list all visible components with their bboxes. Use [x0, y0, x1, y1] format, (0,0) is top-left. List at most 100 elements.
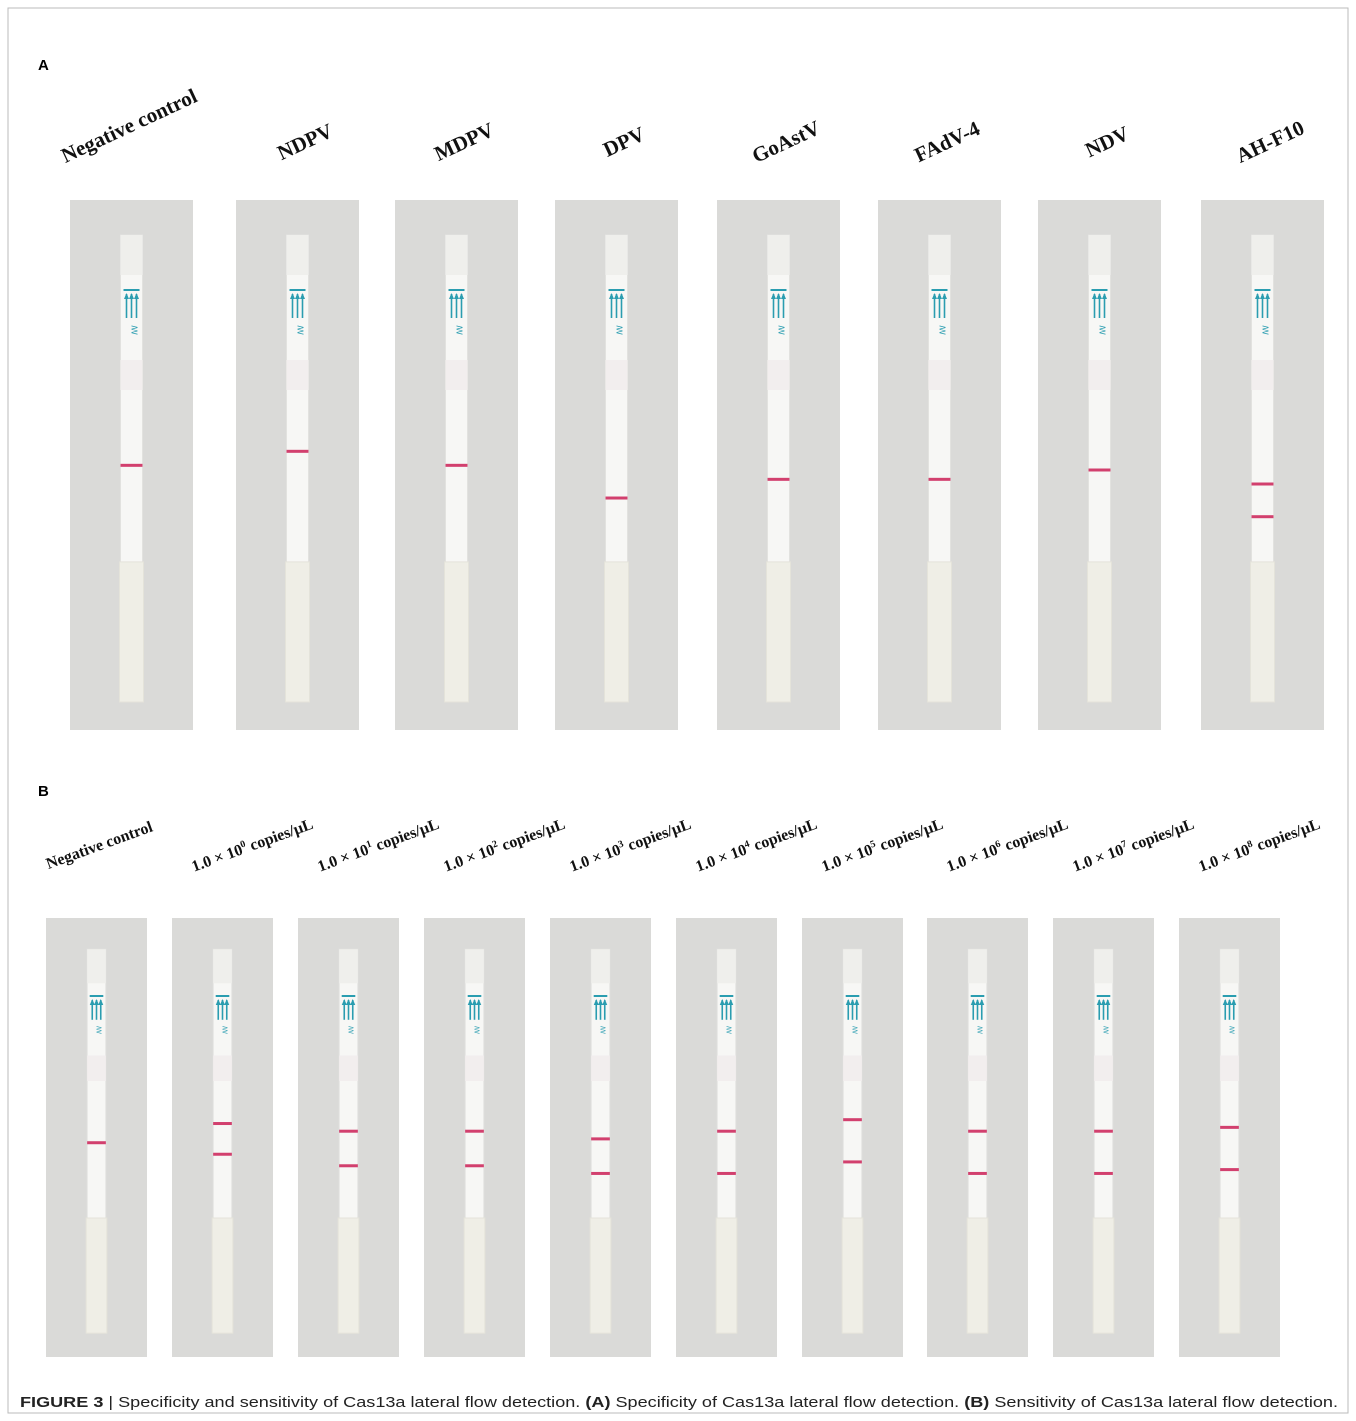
caption-a-text: Specificity of Cas13a lateral flow detec…: [610, 1395, 964, 1411]
test-line: [968, 1172, 987, 1175]
caption: FIGURE 3 | Specificity and sensitivity o…: [20, 1395, 1338, 1411]
test-line: [768, 478, 790, 481]
sample-pad: [464, 1218, 485, 1333]
strip-top-pad: [339, 949, 358, 983]
test-line: [717, 1172, 736, 1175]
label-base: 1.0 × 10: [693, 842, 749, 876]
test-line: [1220, 1168, 1239, 1171]
test-line: [87, 1141, 106, 1144]
max-mark: ꟿ: [455, 325, 464, 335]
test-line: [591, 1137, 610, 1140]
conjugate-pad: [1220, 1056, 1239, 1082]
max-mark: ꟿ: [1098, 325, 1107, 335]
max-mark: ꟿ: [130, 325, 139, 335]
strip-top-pad: [87, 949, 106, 983]
max-mark: ꟿ: [347, 1026, 355, 1034]
strip-top-pad: [717, 949, 736, 983]
label-base: 1.0 × 10: [819, 842, 875, 876]
sample-pad: [1251, 562, 1275, 702]
strip-label: NDV: [1081, 121, 1132, 162]
sample-pad: [605, 562, 629, 702]
strip-top-pad: [465, 949, 484, 983]
strip-label: FAdV-4: [911, 116, 984, 167]
label-unit: copies/μL: [999, 816, 1071, 856]
strip-label: AH-F10: [1232, 115, 1308, 167]
test-line: [465, 1164, 484, 1167]
max-mark: ꟿ: [1228, 1026, 1236, 1034]
conjugate-pad: [465, 1056, 484, 1082]
test-line: [929, 478, 951, 481]
label-unit: copies/μL: [874, 816, 946, 856]
conjugate-pad: [1094, 1056, 1113, 1082]
strip-label: DPV: [599, 122, 648, 162]
strip-label: 1.0 × 106 copies/μL: [944, 815, 1071, 876]
conjugate-pad: [843, 1056, 862, 1082]
max-mark: ꟿ: [938, 325, 947, 335]
panel-label: B: [38, 783, 49, 800]
max-mark: ꟿ: [95, 1026, 103, 1034]
sample-pad: [212, 1218, 233, 1333]
test-line: [1252, 483, 1274, 486]
label-unit: copies/μL: [1125, 816, 1197, 856]
strip-label: 1.0 × 105 copies/μL: [819, 815, 946, 876]
label-base: 1.0 × 10: [441, 842, 497, 876]
max-mark: ꟿ: [599, 1026, 607, 1034]
label-text: FAdV-4: [911, 116, 984, 167]
figure: FIGURE 3 | Specificity and sensitivity o…: [0, 0, 1356, 1421]
strip-label: 1.0 × 103 copies/μL: [567, 815, 694, 876]
strip-label: NDPV: [274, 118, 337, 164]
label-text: Negative control: [44, 818, 156, 873]
label-unit: copies/μL: [496, 816, 568, 856]
strip-label: Negative control: [44, 818, 156, 873]
test-line: [446, 464, 468, 467]
strip-top-pad: [1252, 235, 1274, 275]
label-text: Negative control: [57, 84, 201, 168]
sample-pad: [445, 562, 469, 702]
strip-top-pad: [591, 949, 610, 983]
strip-top-pad: [446, 235, 468, 275]
caption-separator: |: [103, 1395, 118, 1411]
test-line: [339, 1130, 358, 1133]
sample-pad: [86, 1218, 107, 1333]
test-line: [843, 1118, 862, 1121]
conjugate-pad: [717, 1056, 736, 1082]
label-unit: copies/μL: [370, 816, 442, 856]
max-mark: ꟿ: [851, 1026, 859, 1034]
max-mark: ꟿ: [615, 325, 624, 335]
sample-pad: [767, 562, 791, 702]
test-line: [287, 450, 309, 453]
test-line: [339, 1164, 358, 1167]
test-line: [1220, 1126, 1239, 1129]
conjugate-pad: [213, 1056, 232, 1082]
strip-label: 1.0 × 100 copies/μL: [189, 815, 316, 876]
caption-b-label: (B): [964, 1395, 989, 1411]
label-base: 1.0 × 10: [944, 842, 1000, 876]
strip-top-pad: [768, 235, 790, 275]
strip-label: 1.0 × 108 copies/μL: [1196, 815, 1323, 876]
sample-pad: [842, 1218, 863, 1333]
caption-text: Specificity and sensitivity of Cas13a la…: [118, 1395, 585, 1411]
label-unit: copies/μL: [748, 816, 820, 856]
test-line: [717, 1130, 736, 1133]
test-line: [121, 464, 143, 467]
strip-label: 1.0 × 107 copies/μL: [1070, 815, 1197, 876]
strip-top-pad: [1094, 949, 1113, 983]
strip-top-pad: [968, 949, 987, 983]
sample-pad: [967, 1218, 988, 1333]
test-line: [1089, 469, 1111, 472]
test-line: [1094, 1172, 1113, 1175]
label-text: MDPV: [430, 117, 497, 165]
label-text: NDPV: [274, 118, 337, 164]
test-line: [591, 1172, 610, 1175]
test-line: [606, 497, 628, 500]
sample-pad: [1219, 1218, 1240, 1333]
conjugate-pad: [446, 360, 468, 390]
strip-top-pad: [1089, 235, 1111, 275]
test-line: [843, 1160, 862, 1163]
strip-top-pad: [213, 949, 232, 983]
strip-top-pad: [929, 235, 951, 275]
label-base: 1.0 × 10: [189, 842, 245, 876]
caption-b-text: Sensitivity of Cas13a lateral flow detec…: [989, 1395, 1338, 1411]
strip-label: Negative control: [57, 84, 201, 168]
label-text: DPV: [599, 122, 648, 162]
